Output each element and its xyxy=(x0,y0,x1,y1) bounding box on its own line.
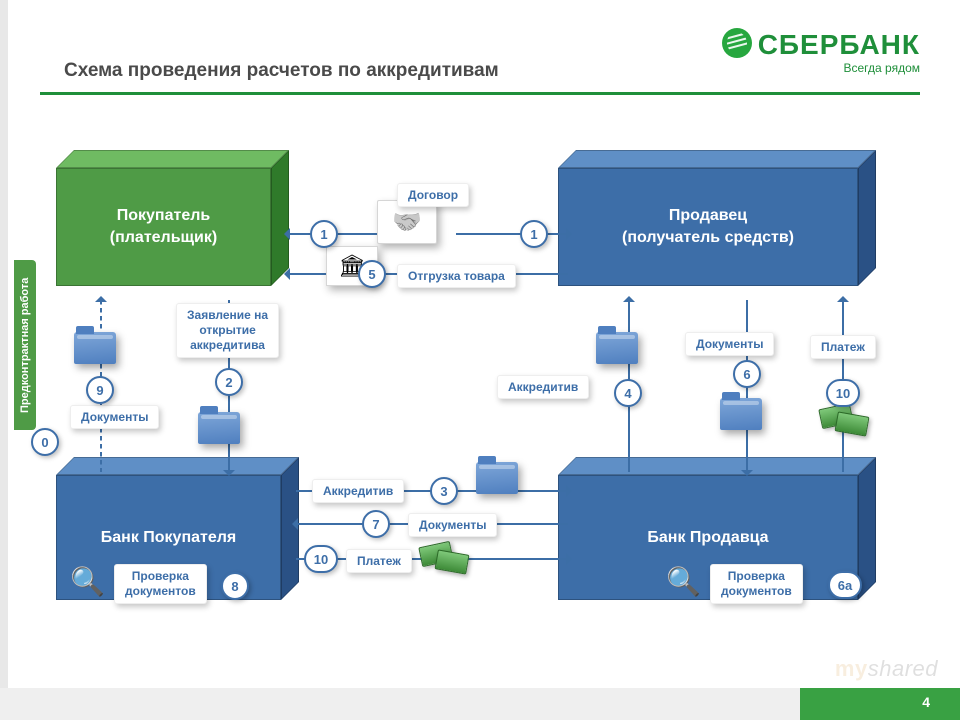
step-2: 2 xyxy=(215,368,243,396)
label-akr_h: Аккредитив xyxy=(312,479,404,503)
label-akr_mid: Аккредитив xyxy=(497,375,589,399)
step-1: 1 xyxy=(520,220,548,248)
brand-logo-icon xyxy=(722,28,752,58)
label-pay_h: Платеж xyxy=(346,549,412,573)
side-tab-precontract: Предконтрактная работа xyxy=(14,260,36,430)
step-0: 0 xyxy=(31,428,59,456)
folder-icon xyxy=(720,398,762,430)
step-9: 9 xyxy=(86,376,114,404)
watermark: myshared xyxy=(835,656,938,682)
box-buyer: Покупатель(плательщик) xyxy=(56,168,271,286)
label-chk_right: Проверкадокументов xyxy=(710,564,803,604)
label-pay_right: Платеж xyxy=(810,335,876,359)
label-app_open: Заявление наоткрытиеаккредитива xyxy=(176,303,279,358)
folder-icon xyxy=(74,332,116,364)
footer: 4 xyxy=(0,688,960,720)
folder-icon xyxy=(596,332,638,364)
label-chk_left: Проверкадокументов xyxy=(114,564,207,604)
box-sbank: Банк Продавца xyxy=(558,475,858,600)
diagram-stage: Схема проведения расчетов по аккредитива… xyxy=(0,0,960,720)
brand-logo: СБЕРБАНК Всегда рядом xyxy=(722,28,920,75)
page-title: Схема проведения расчетов по аккредитива… xyxy=(64,60,499,82)
lupa-icon xyxy=(666,565,704,603)
label-docs_left: Документы xyxy=(70,405,159,429)
label-shipment: Отгрузка товара xyxy=(397,264,516,288)
step-8: 8 xyxy=(221,572,249,600)
step-1: 1 xyxy=(310,220,338,248)
page-number: 4 xyxy=(922,694,930,710)
title-underline xyxy=(40,92,920,95)
lupa-icon xyxy=(70,565,108,603)
step-4: 4 xyxy=(614,379,642,407)
cash-icon xyxy=(420,540,472,576)
folder-icon xyxy=(476,462,518,494)
step-7: 7 xyxy=(362,510,390,538)
label-docs_h: Документы xyxy=(408,513,497,537)
folder-icon xyxy=(198,412,240,444)
box-seller: Продавец(получатель средств) xyxy=(558,168,858,286)
brand-name: СБЕРБАНК xyxy=(758,29,920,60)
arrow-a1r xyxy=(456,233,568,235)
step-10: 10 xyxy=(826,379,860,407)
step-6: 6 xyxy=(733,360,761,388)
step-5: 5 xyxy=(358,260,386,288)
step-10: 10 xyxy=(304,545,338,573)
cash-icon xyxy=(820,402,872,438)
step-3: 3 xyxy=(430,477,458,505)
brand-tagline: Всегда рядом xyxy=(722,61,920,75)
left-rail xyxy=(0,0,8,720)
label-contract: Договор xyxy=(397,183,469,207)
step-6а: 6а xyxy=(828,571,862,599)
label-docs_mid: Документы xyxy=(685,332,774,356)
